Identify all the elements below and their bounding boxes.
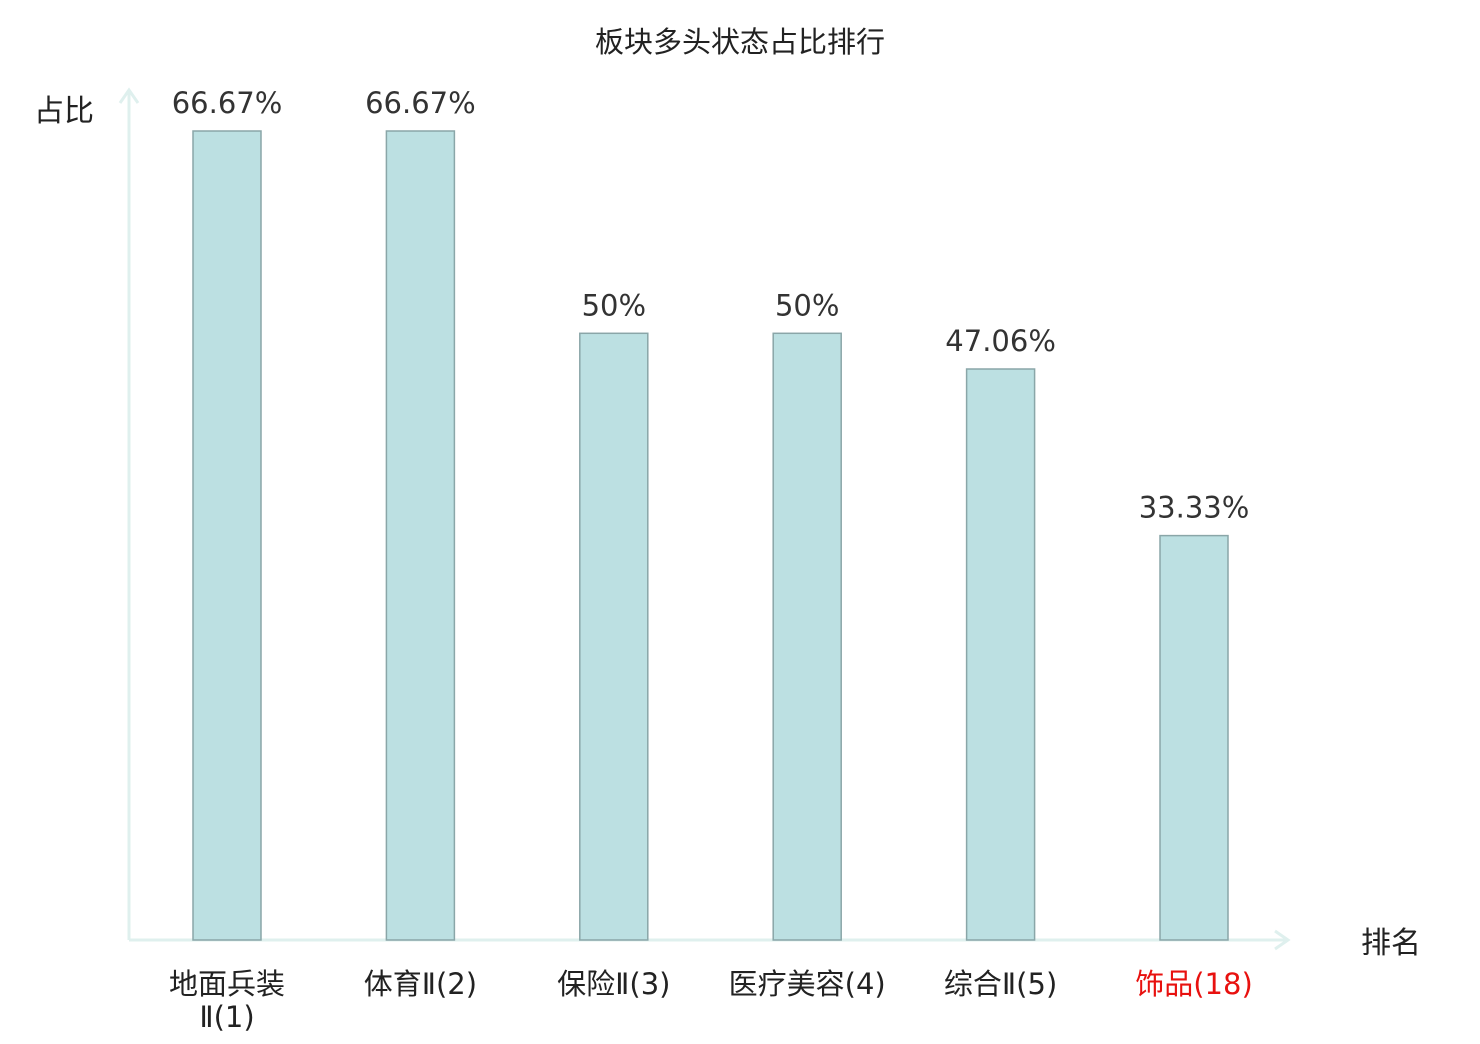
x-tick-label-line: 医疗美容(4) (729, 967, 886, 1001)
x-tick-label: 保险Ⅱ(3) (557, 967, 670, 1001)
y-axis-label: 占比 (34, 94, 94, 129)
x-tick-label-line: Ⅱ(1) (199, 1000, 254, 1034)
category-labels-group: 地面兵装 Ⅱ(1) 体育Ⅱ(2) 保险Ⅱ(3) 医疗美容(4) 综合Ⅱ(5) 饰品(18) (169, 967, 1253, 1034)
x-tick-label-line: 保险Ⅱ(3) (557, 967, 670, 1001)
x-tick-label: 医疗美容(4) (729, 967, 886, 1001)
value-labels-group: 66.67% 66.67% 50% 50% 47.06% 33.33% (172, 86, 1250, 525)
data-label: 66.67% (172, 86, 283, 120)
chart-title: 板块多头状态占比排行 (595, 25, 885, 59)
x-axis-label: 排名 (1361, 926, 1421, 961)
data-label: 33.33% (1139, 491, 1250, 525)
x-tick-label: 地面兵装 Ⅱ(1) (169, 967, 285, 1034)
x-tick-label-line: 体育Ⅱ(2) (364, 967, 477, 1001)
data-label: 50% (582, 288, 646, 322)
axes (118, 87, 1291, 951)
bar (772, 332, 842, 941)
x-axis-arrow (1274, 929, 1291, 951)
bars-group (192, 130, 1229, 941)
x-tick-label: 饰品(18) (1135, 967, 1253, 1001)
bar (1159, 534, 1229, 941)
x-tick-label-line: 综合Ⅱ(5) (944, 967, 1057, 1001)
bar (385, 130, 456, 941)
bar (192, 130, 262, 941)
x-tick-label: 体育Ⅱ(2) (364, 967, 477, 1001)
x-tick-label-line: 地面兵装 (169, 967, 285, 1001)
data-label: 47.06% (945, 324, 1056, 358)
data-label: 66.67% (365, 86, 476, 120)
bar (965, 368, 1036, 941)
bar (579, 332, 649, 941)
x-tick-label: 综合Ⅱ(5) (944, 967, 1057, 1001)
x-tick-label-line: 饰品(18) (1135, 967, 1253, 1001)
data-label: 50% (775, 288, 839, 322)
y-axis-arrow (118, 87, 140, 104)
